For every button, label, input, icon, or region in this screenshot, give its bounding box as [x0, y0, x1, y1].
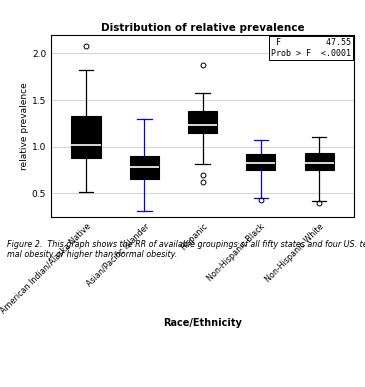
Bar	[246, 154, 276, 170]
Title: Distribution of relative prevalence: Distribution of relative prevalence	[101, 23, 304, 33]
Y-axis label: relative prevalence: relative prevalence	[20, 82, 29, 170]
Text: Figure 2.  This graph shows the RR of available groupings of all fifty states an: Figure 2. This graph shows the RR of ava…	[7, 240, 365, 259]
Bar	[130, 156, 159, 180]
X-axis label: Race/Ethnicity: Race/Ethnicity	[163, 318, 242, 328]
Text: F         47.55
Prob > F  <.0001: F 47.55 Prob > F <.0001	[271, 38, 351, 58]
Bar	[72, 116, 101, 158]
Bar	[188, 111, 217, 133]
Bar	[304, 153, 334, 170]
